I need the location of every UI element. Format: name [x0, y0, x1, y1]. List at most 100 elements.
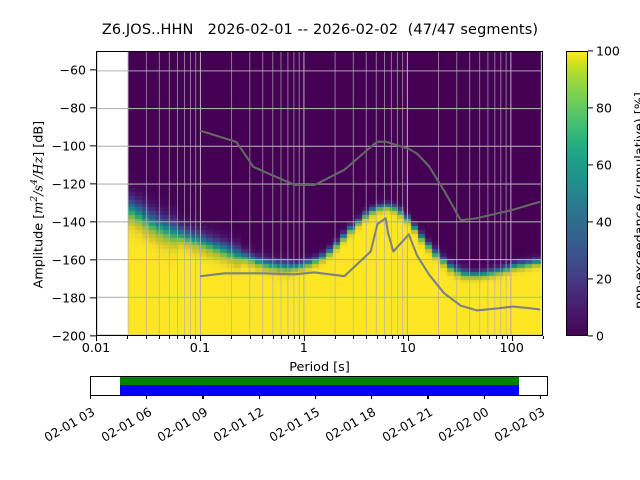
y-tick-mark — [90, 145, 96, 147]
coverage-axes — [90, 376, 548, 396]
x-tick-minor — [495, 336, 497, 339]
figure-title: Z6.JOS..HHN 2026-02-01 -- 2026-02-02 (47… — [101, 22, 539, 38]
colorbar-tick-label: 80 — [596, 100, 612, 116]
colorbar-tick-mark — [588, 50, 593, 52]
x-tick-minor — [391, 336, 393, 339]
coverage-band — [119, 384, 519, 395]
coverage-plot-area — [91, 377, 547, 395]
x-tick-minor — [293, 336, 295, 339]
time-tick-mark — [146, 395, 148, 399]
y-tick-label: −160 — [51, 252, 86, 268]
ppsd-plot-area — [97, 52, 542, 335]
time-tick-mark — [371, 395, 373, 399]
x-tick-label: 0.01 — [81, 341, 111, 356]
y-tick-label: −180 — [51, 290, 86, 306]
time-tick-label: 02-01 15 — [266, 404, 323, 445]
x-tick-minor — [457, 336, 459, 339]
colorbar-tick-mark — [588, 278, 593, 280]
time-tick-mark — [427, 395, 429, 399]
x-tick-minor — [145, 336, 147, 339]
time-tick-label: 02-01 18 — [322, 404, 379, 445]
y-tick-mark — [90, 335, 96, 337]
colorbar — [566, 51, 588, 336]
colorbar-tick-label: 0 — [596, 328, 604, 344]
y-tick-mark — [90, 69, 96, 71]
time-tick-mark — [258, 395, 260, 399]
x-tick-mark — [511, 336, 513, 341]
y-tick-mark — [90, 297, 96, 299]
x-tick-minor — [480, 336, 482, 339]
x-tick-minor — [488, 336, 490, 339]
time-tick-mark — [202, 395, 204, 399]
x-tick-label: 10 — [399, 341, 416, 356]
x-tick-minor — [189, 336, 191, 339]
segments-band — [119, 377, 519, 385]
time-tick-mark — [314, 395, 317, 399]
y-tick-mark — [90, 183, 96, 185]
time-tick-mark — [539, 395, 542, 399]
x-tick-minor — [335, 336, 337, 339]
ppsd-axes — [96, 51, 543, 336]
y-tick-mark — [90, 221, 96, 223]
ppsd-histogram — [97, 52, 542, 335]
colorbar-tick-mark — [588, 164, 593, 166]
y-axis-title-text: Amplitude [m2/s4/Hz] [dB] — [29, 120, 47, 289]
x-tick-mark — [407, 336, 410, 341]
colorbar-tick-label: 20 — [596, 271, 612, 287]
x-tick-minor — [183, 336, 185, 339]
ppsd-gridlines — [97, 52, 542, 335]
colorbar-tick-mark — [588, 221, 593, 223]
time-tick-mark — [483, 395, 485, 399]
x-tick-minor — [280, 336, 282, 339]
time-tick-label: 02-02 00 — [435, 404, 492, 445]
y-tick-label: −60 — [59, 62, 86, 78]
time-tick-label: 02-01 21 — [379, 404, 435, 445]
x-tick-minor — [501, 336, 503, 339]
x-tick-minor — [176, 336, 178, 339]
x-tick-minor — [272, 336, 274, 339]
x-tick-minor — [231, 336, 233, 339]
time-tick-label: 02-01 09 — [154, 404, 210, 445]
x-tick-minor — [262, 336, 264, 339]
y-tick-mark — [90, 259, 96, 261]
x-tick-label: 100 — [499, 341, 524, 356]
noise-model-curves — [199, 129, 541, 312]
x-tick-minor — [506, 336, 508, 339]
y-tick-label: −140 — [51, 214, 86, 230]
x-tick-label: 1 — [299, 341, 308, 356]
x-tick-minor — [158, 336, 160, 339]
y-tick-label: −80 — [59, 100, 86, 116]
colorbar-tick-mark — [588, 335, 593, 337]
time-tick-label: 02-01 03 — [41, 404, 98, 445]
x-tick-minor — [403, 336, 405, 339]
time-tick-label: 02-01 12 — [210, 404, 267, 445]
x-tick-minor — [470, 336, 472, 339]
x-tick-minor — [543, 336, 544, 339]
time-tick-label: 02-01 06 — [97, 404, 154, 445]
y-tick-label: −120 — [51, 176, 86, 192]
x-tick-minor — [384, 336, 386, 339]
x-tick-minor — [299, 336, 301, 339]
x-tick-minor — [366, 336, 368, 339]
y-tick-label: −100 — [51, 138, 86, 154]
colorbar-tick-label: 40 — [596, 214, 612, 230]
x-tick-minor — [439, 336, 441, 339]
y-tick-label: −200 — [51, 328, 86, 344]
x-tick-minor — [287, 336, 289, 339]
colorbar-tick-label: 60 — [596, 157, 612, 173]
x-tick-minor — [127, 336, 129, 339]
time-tick-label: 02-02 03 — [491, 404, 548, 445]
x-tick-minor — [353, 336, 355, 339]
y-tick-mark — [90, 107, 96, 109]
y-axis-title: Amplitude [m2/s4/Hz] [dB] — [29, 75, 46, 335]
colorbar-title: non-exceedance (cumulative) [%] — [632, 92, 640, 309]
colorbar-tick-mark — [588, 107, 593, 109]
x-tick-minor — [168, 336, 170, 339]
x-tick-minor — [397, 336, 399, 339]
colorbar-tick-label: 100 — [596, 43, 620, 59]
time-tick-mark — [90, 395, 92, 399]
x-tick-label: 0.1 — [189, 341, 211, 356]
x-tick-mark — [303, 336, 306, 341]
x-tick-minor — [195, 336, 197, 339]
